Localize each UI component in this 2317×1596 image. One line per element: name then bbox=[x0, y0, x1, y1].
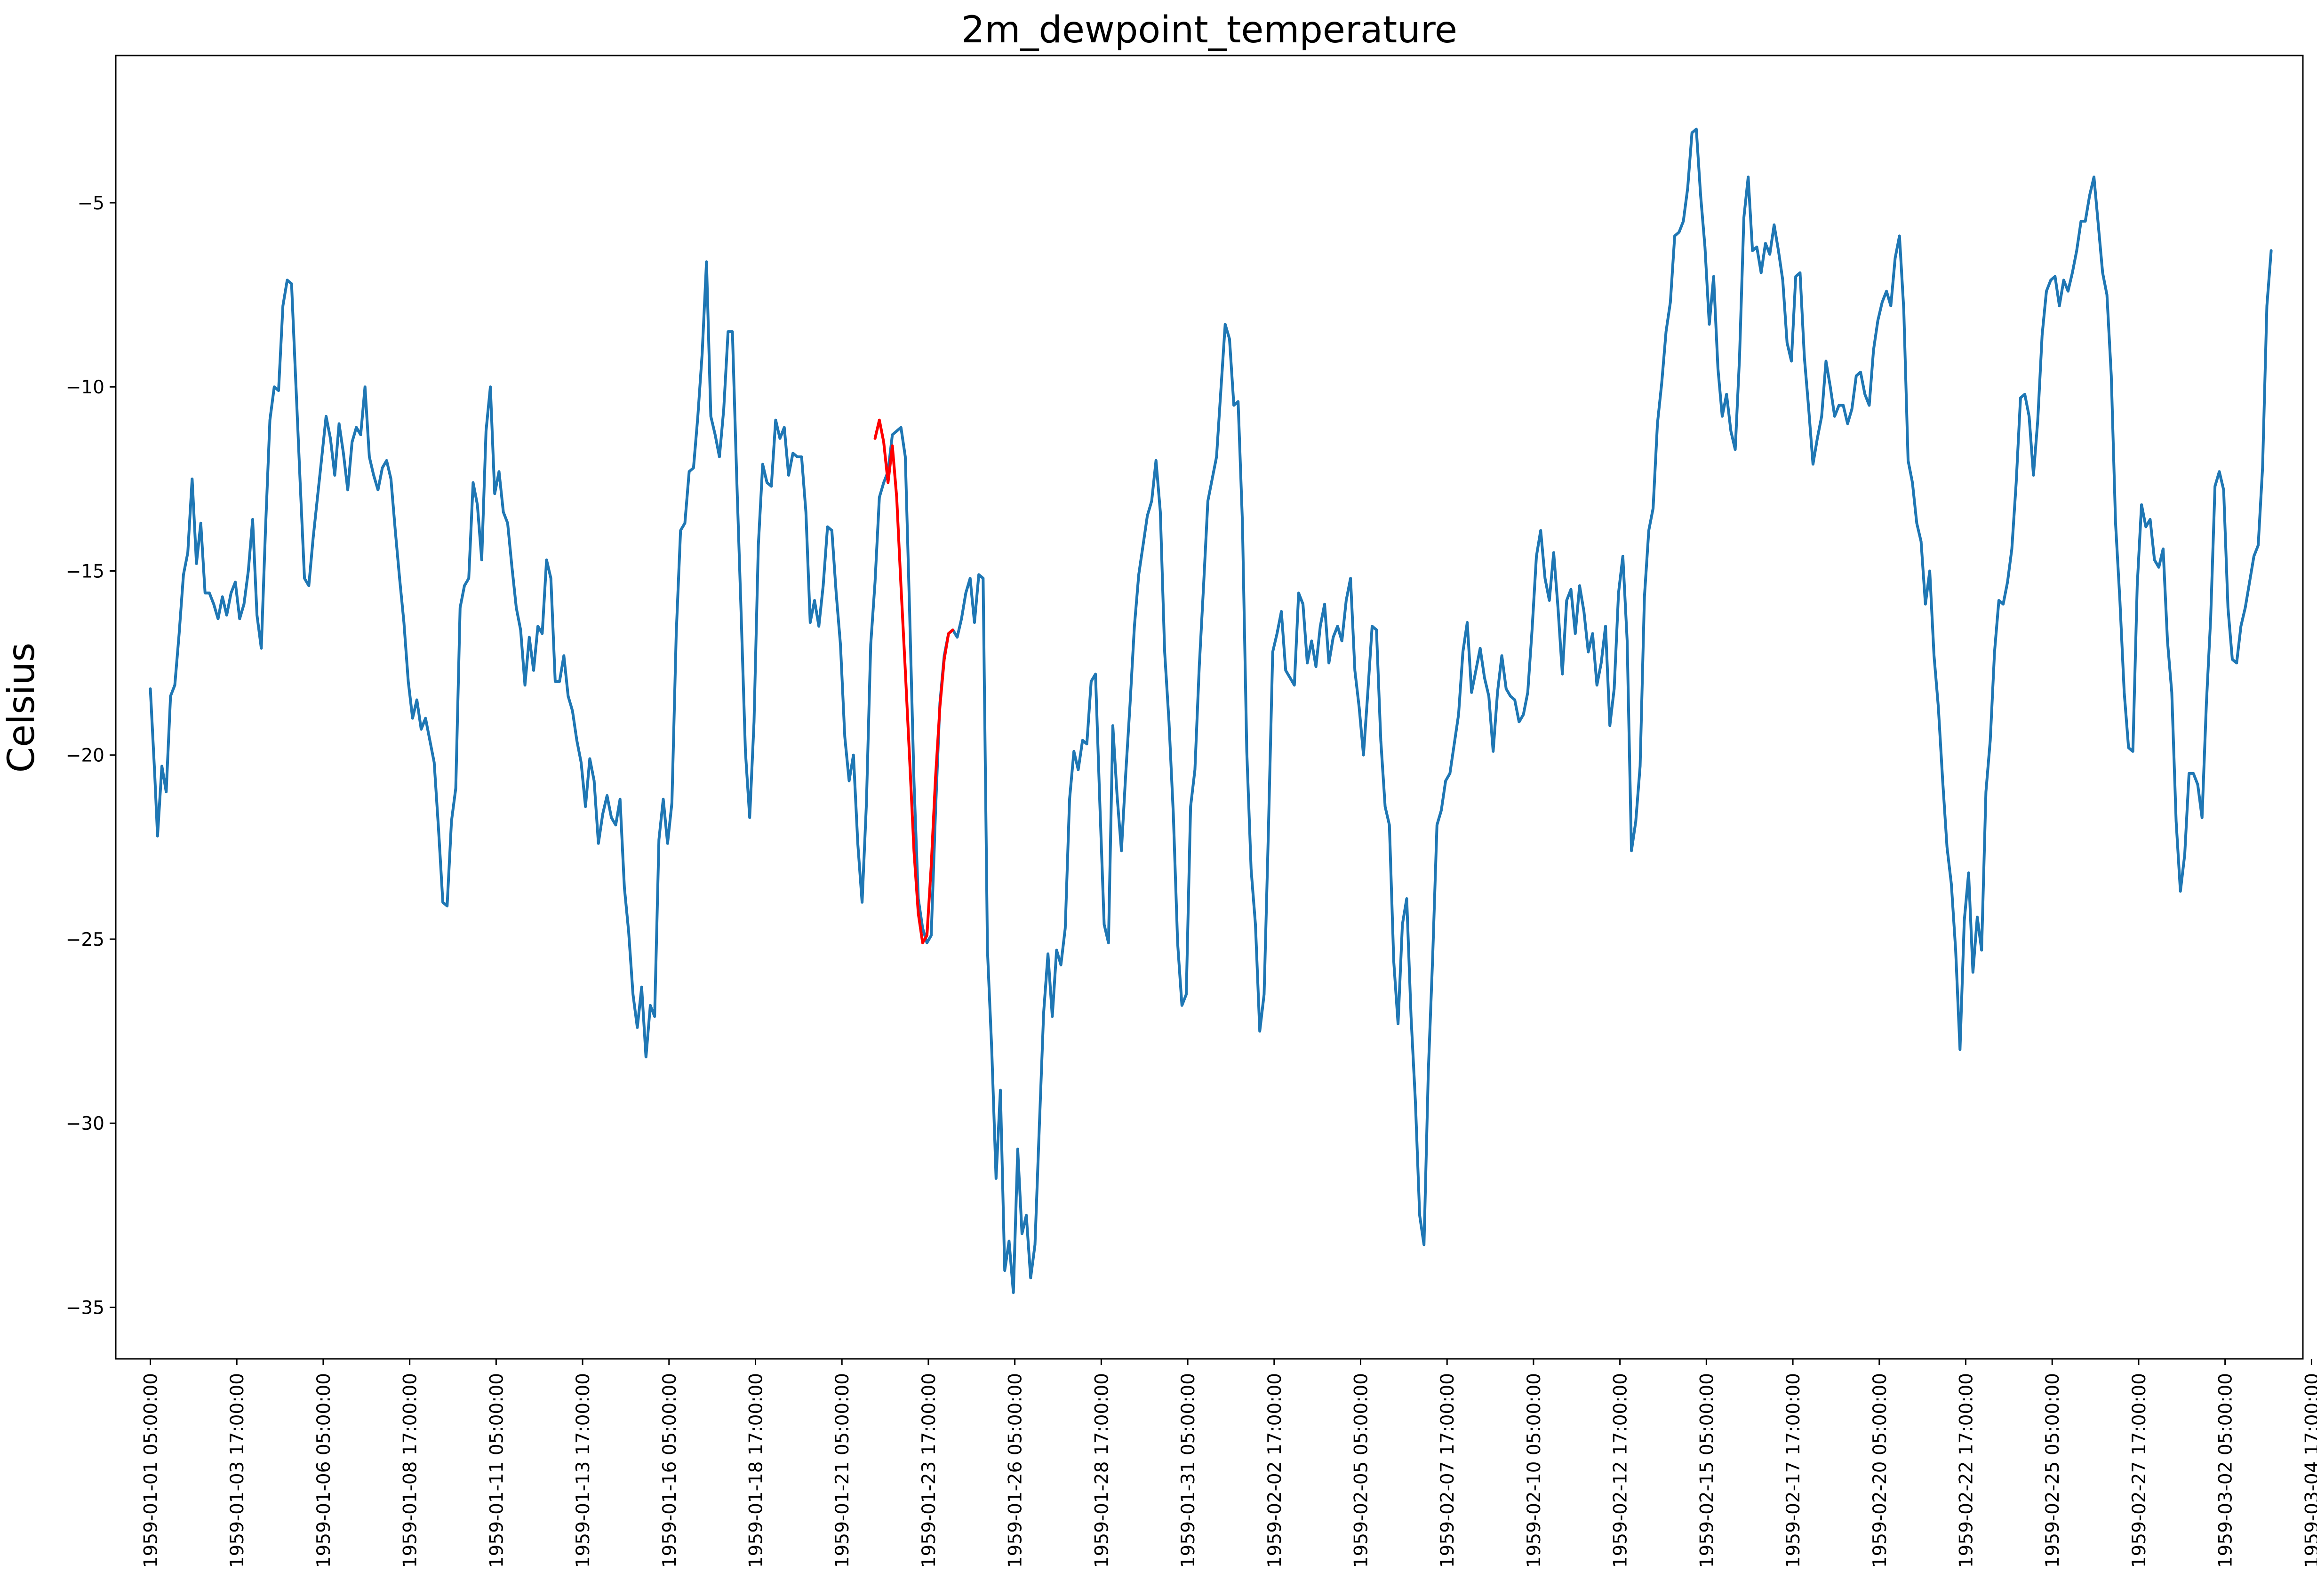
x-tick-label: 1959-03-04 17:00:00 bbox=[2301, 1373, 2317, 1568]
x-tick-label: 1959-01-13 17:00:00 bbox=[573, 1373, 594, 1568]
x-tick-label: 1959-01-08 17:00:00 bbox=[400, 1373, 421, 1568]
x-tick-label: 1959-02-25 05:00:00 bbox=[2042, 1373, 2063, 1568]
x-tick-label: 1959-02-27 17:00:00 bbox=[2129, 1373, 2150, 1568]
x-tick-label: 1959-03-02 05:00:00 bbox=[2215, 1373, 2237, 1568]
plot-lines bbox=[149, 128, 2273, 1294]
x-tick-label: 1959-01-01 05:00:00 bbox=[141, 1373, 162, 1568]
series-line-highlighted bbox=[873, 418, 954, 944]
x-tick-label: 1959-02-22 17:00:00 bbox=[1956, 1373, 1977, 1568]
x-tick-label: 1959-02-07 17:00:00 bbox=[1437, 1373, 1458, 1568]
x-tick-label: 1959-02-12 17:00:00 bbox=[1610, 1373, 1631, 1568]
x-tick-label: 1959-02-20 05:00:00 bbox=[1870, 1373, 1891, 1568]
x-tick-label: 1959-02-02 17:00:00 bbox=[1264, 1373, 1286, 1568]
x-tick-label: 1959-01-16 05:00:00 bbox=[659, 1373, 680, 1568]
series-line-observed bbox=[149, 128, 2273, 1294]
x-tick-label: 1959-02-10 05:00:00 bbox=[1524, 1373, 1545, 1568]
y-axis-label: Celsius bbox=[0, 643, 43, 773]
y-axis: −35 −30 −25 −20 −15 −10 −5 bbox=[66, 193, 116, 1318]
chart-title: 2m_dewpoint_temperature bbox=[961, 9, 1457, 51]
x-tick-label: 1959-01-03 17:00:00 bbox=[227, 1373, 248, 1568]
x-tick-label: 1959-01-23 17:00:00 bbox=[919, 1373, 940, 1568]
x-tick-label: 1959-01-18 17:00:00 bbox=[746, 1373, 767, 1568]
y-tick-label: −30 bbox=[66, 1113, 104, 1134]
y-tick-label: −25 bbox=[66, 929, 104, 950]
x-tick-label: 1959-02-15 05:00:00 bbox=[1696, 1373, 1718, 1568]
x-tick-label: 1959-02-05 05:00:00 bbox=[1351, 1373, 1372, 1568]
x-tick-label: 1959-01-06 05:00:00 bbox=[313, 1373, 335, 1568]
y-tick-label: −5 bbox=[78, 193, 105, 214]
x-axis: 1959-01-01 05:00:00 1959-01-03 17:00:00 19… bbox=[141, 1359, 2317, 1568]
x-tick-label: 1959-01-31 05:00:00 bbox=[1178, 1373, 1199, 1568]
x-tick-label: 1959-01-11 05:00:00 bbox=[486, 1373, 507, 1568]
x-tick-label: 1959-01-28 17:00:00 bbox=[1091, 1373, 1112, 1568]
y-tick-label: −15 bbox=[66, 561, 104, 582]
x-tick-label: 1959-02-17 17:00:00 bbox=[1783, 1373, 1804, 1568]
y-tick-label: −10 bbox=[66, 377, 104, 398]
y-tick-label: −35 bbox=[66, 1297, 104, 1318]
x-tick-label: 1959-01-26 05:00:00 bbox=[1005, 1373, 1026, 1568]
y-tick-label: −20 bbox=[66, 745, 104, 766]
plot-frame bbox=[115, 55, 2304, 1360]
x-tick-label: 1959-01-21 05:00:00 bbox=[832, 1373, 853, 1568]
